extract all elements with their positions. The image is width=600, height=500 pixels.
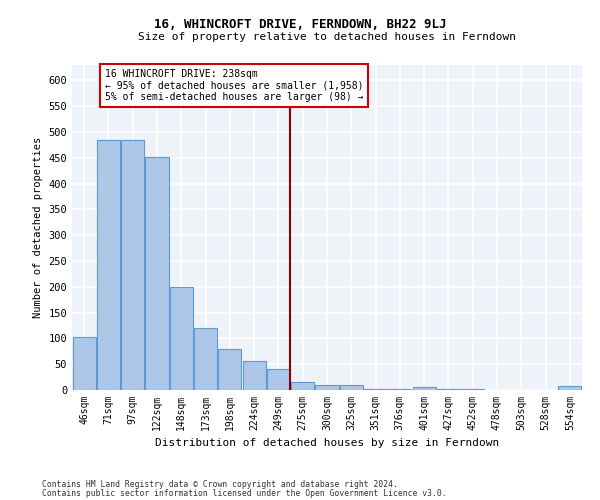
Bar (218, 348, 241, 390)
Title: Size of property relative to detached houses in Ferndown: Size of property relative to detached ho… (138, 32, 516, 42)
Bar (340, 385, 363, 390)
Bar (97, 140, 120, 390)
Text: Contains HM Land Registry data © Crown copyright and database right 2024.: Contains HM Land Registry data © Crown c… (42, 480, 398, 489)
Bar (194, 328, 217, 390)
Bar (145, 157, 169, 390)
Bar (559, 386, 581, 390)
Text: 16, WHINCROFT DRIVE, FERNDOWN, BH22 9LJ: 16, WHINCROFT DRIVE, FERNDOWN, BH22 9LJ (154, 18, 446, 30)
Text: Contains public sector information licensed under the Open Government Licence v3: Contains public sector information licen… (42, 488, 446, 498)
Bar (267, 370, 290, 390)
X-axis label: Distribution of detached houses by size in Ferndown: Distribution of detached houses by size … (155, 438, 499, 448)
Y-axis label: Number of detached properties: Number of detached properties (33, 137, 43, 318)
Text: 16 WHINCROFT DRIVE: 238sqm
← 95% of detached houses are smaller (1,958)
5% of se: 16 WHINCROFT DRIVE: 238sqm ← 95% of deta… (105, 69, 363, 102)
Bar (316, 385, 338, 390)
Bar (73, 337, 95, 390)
Bar (242, 360, 266, 390)
Bar (121, 140, 144, 390)
Bar (170, 287, 193, 390)
Bar (413, 388, 436, 390)
Bar (291, 382, 314, 390)
